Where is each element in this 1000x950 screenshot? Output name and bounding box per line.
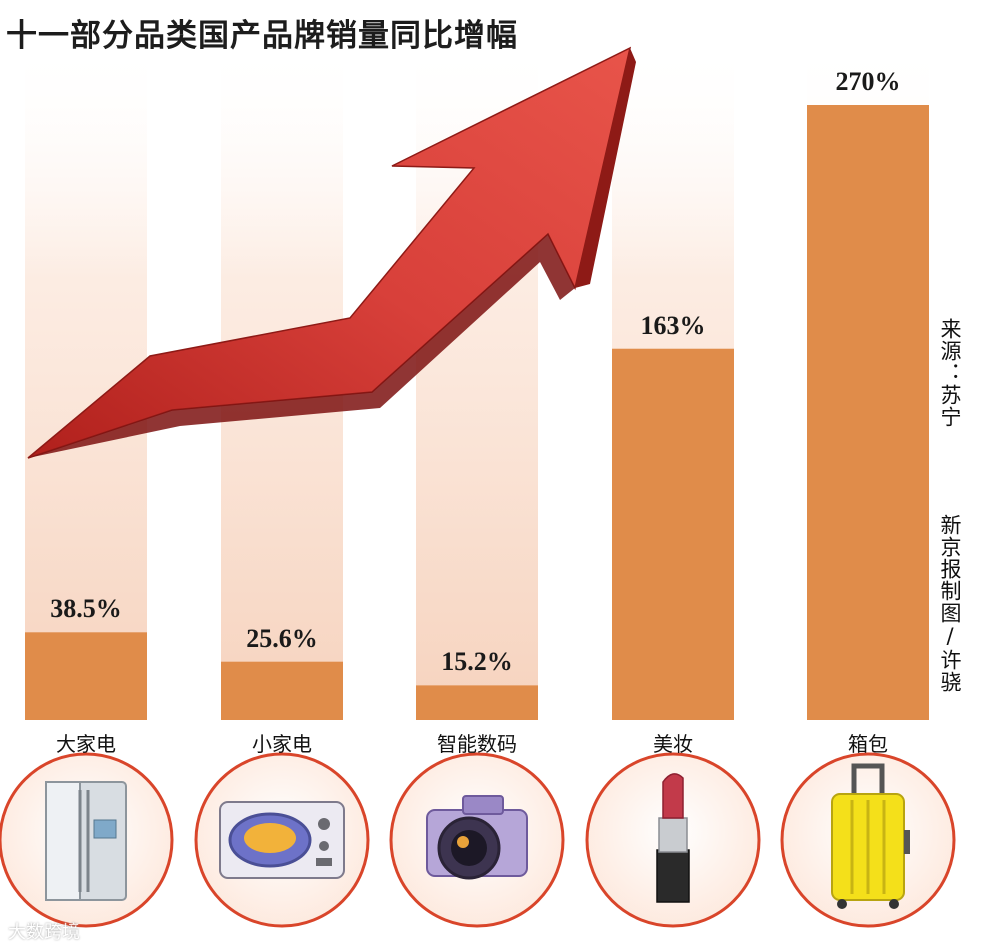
- value-label: 25.6%: [246, 623, 318, 653]
- value-label: 163%: [640, 310, 706, 340]
- category-label: 美妆: [653, 732, 693, 756]
- watermark: 大数跨境: [8, 922, 80, 943]
- camera-icon: [389, 752, 565, 928]
- value-label: 38.5%: [50, 594, 122, 624]
- category-label: 小家电: [252, 732, 312, 756]
- bar-1: [221, 661, 343, 720]
- lipstick-icon: [585, 752, 761, 928]
- bar-0: [25, 632, 147, 720]
- microwave-icon: [194, 752, 370, 928]
- value-label: 270%: [835, 67, 901, 96]
- credit-label: 新京报制图/许骁: [938, 514, 962, 693]
- value-label: 15.2%: [441, 647, 513, 677]
- category-label: 箱包: [848, 732, 888, 756]
- growth-arrow-icon: [27, 46, 636, 459]
- bar-3: [612, 348, 734, 720]
- source-label: 来源：苏宁: [938, 318, 962, 428]
- suitcase-icon: [780, 752, 956, 928]
- bar-2: [416, 685, 538, 720]
- refrigerator-icon: [0, 752, 174, 928]
- bar-4: [807, 105, 929, 720]
- category-label: 大家电: [56, 732, 116, 756]
- category-label: 智能数码: [437, 732, 517, 756]
